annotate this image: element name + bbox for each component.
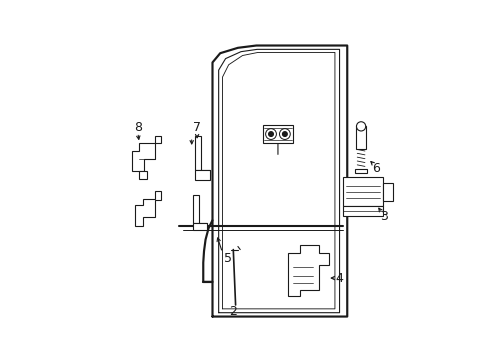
Polygon shape	[356, 126, 365, 149]
Polygon shape	[193, 195, 207, 229]
Text: 5: 5	[224, 252, 231, 265]
Polygon shape	[354, 169, 366, 173]
Polygon shape	[342, 177, 382, 206]
Circle shape	[279, 129, 290, 139]
Polygon shape	[382, 183, 393, 201]
Polygon shape	[194, 136, 210, 176]
Polygon shape	[194, 170, 210, 180]
Text: 3: 3	[380, 210, 387, 223]
Circle shape	[265, 129, 276, 139]
Polygon shape	[131, 136, 161, 171]
Polygon shape	[135, 191, 161, 226]
Text: 7: 7	[193, 121, 201, 134]
Circle shape	[268, 132, 273, 136]
Text: 2: 2	[229, 305, 237, 318]
Text: 6: 6	[372, 162, 380, 175]
Polygon shape	[342, 206, 382, 216]
Polygon shape	[287, 245, 328, 296]
Text: 8: 8	[134, 121, 142, 134]
Text: 4: 4	[335, 271, 343, 284]
Circle shape	[356, 122, 365, 131]
Polygon shape	[139, 171, 147, 179]
Bar	[262, 125, 293, 143]
Circle shape	[282, 132, 286, 136]
Polygon shape	[193, 222, 207, 230]
